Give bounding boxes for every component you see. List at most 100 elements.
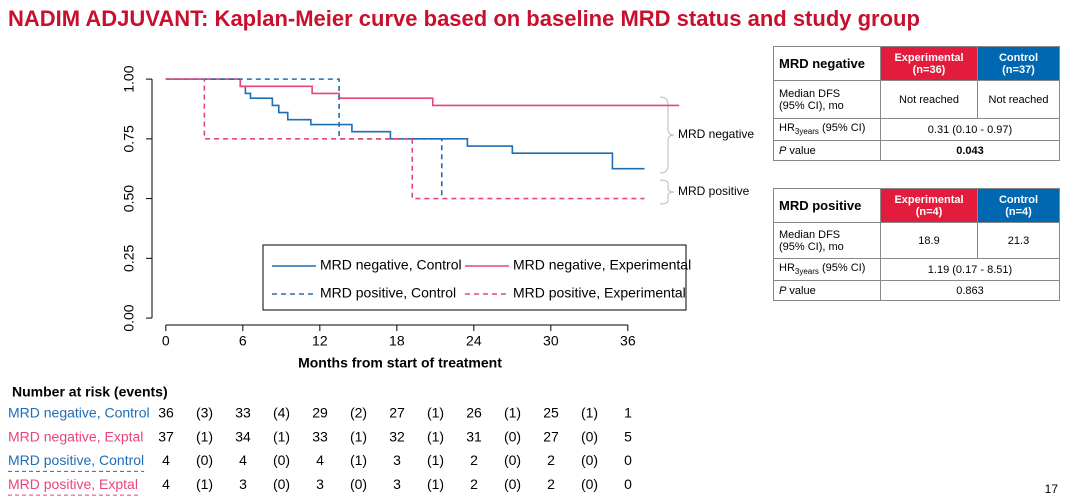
x-tick-label: 30 [543,333,559,349]
page-number: 17 [1045,482,1059,496]
risk-cell: 33 [235,405,251,421]
risk-cell: (0) [196,452,213,468]
risk-title: Number at risk (events) [12,384,168,400]
cell: Not reached [880,80,978,119]
x-tick-label: 12 [312,333,328,349]
label: P value [773,140,881,161]
risk-cell: (0) [581,476,598,492]
risk-cell: 34 [235,428,251,444]
risk-cell: (0) [504,476,521,492]
t: 3years [794,267,819,277]
t: (95% CI), mo [779,240,844,253]
annotation: MRD positive [678,184,750,198]
risk-cell: 3 [393,452,401,468]
risk-cell: (1) [427,476,444,492]
t: HR [779,122,795,135]
risk-cell: 32 [389,428,405,444]
x-tick-label: 6 [239,333,247,349]
risk-cell: 2 [547,476,555,492]
t: (95% CI), mo [779,99,844,112]
risk-cell: (1) [427,405,444,421]
legend-label: MRD negative, Control [320,257,462,273]
risk-cell: 3 [393,476,401,492]
cell: Not reached [977,80,1060,119]
t: Median DFS [779,228,841,241]
header: Experimental (n=36) [880,46,978,81]
x-tick-label: 18 [389,333,405,349]
risk-row-label: MRD negative, Control [8,405,150,421]
risk-row-label: MRD positive, Exptal [8,476,138,492]
legend-label: MRD positive, Control [320,285,456,301]
risk-cell: (1) [350,452,367,468]
legend-label: MRD negative, Experimental [513,257,691,273]
header: Control (n=37) [977,46,1060,81]
t: Median DFS [779,87,841,100]
y-tick-label: 0.25 [121,244,137,271]
risk-cell: (1) [427,428,444,444]
risk-cell: (0) [581,428,598,444]
cell: 0.31 (0.10 - 0.97) [880,118,1060,141]
risk-cell: 29 [312,405,328,421]
y-tick-label: 0.00 [121,304,137,331]
risk-cell: (1) [581,405,598,421]
col: Experimental [894,193,964,206]
risk-cell: (0) [350,476,367,492]
table-title: MRD positive [773,188,881,223]
risk-cell: 27 [543,428,559,444]
bracket [659,96,675,174]
x-tick-label: 0 [162,333,170,349]
cell: 0.863 [880,280,1060,301]
label: HR3years (95% CI) [773,118,881,141]
t: value [786,144,816,157]
n: (n=4) [915,205,943,218]
km-curve [165,78,645,200]
col: Control [998,51,1039,64]
risk-cell: (0) [273,476,290,492]
risk-cell: (1) [504,405,521,421]
y-tick-label: 1.00 [121,65,137,92]
risk-cell: (0) [273,452,290,468]
t: 3years [794,127,819,137]
x-tick-label: 36 [620,333,636,349]
risk-cell: 2 [470,476,478,492]
t: (95% CI) [818,122,866,135]
risk-cell: (4) [273,405,290,421]
risk-cell: (0) [504,452,521,468]
risk-cell: (1) [350,428,367,444]
n: (n=37) [1002,63,1035,76]
risk-cell: 26 [466,405,482,421]
label: P value [773,280,881,301]
risk-cell: (3) [196,405,213,421]
t: value [786,284,816,297]
cell: 18.9 [880,222,978,259]
legend-label: MRD positive, Experimental [513,285,686,301]
label: Median DFS (95% CI), mo [773,80,881,119]
t: P [779,284,787,297]
t: (95% CI) [818,262,866,275]
header: Experimental (n=4) [880,188,978,223]
x-tick-label: 24 [466,333,482,349]
risk-row-label: MRD negative, Exptal [8,428,143,444]
risk-cell: (1) [196,428,213,444]
t: HR [779,262,795,275]
legend-box [262,244,687,311]
risk-cell: 37 [158,428,174,444]
risk-row-label: MRD positive, Control [8,452,144,468]
header: Control (n=4) [977,188,1060,223]
risk-cell: 2 [547,452,555,468]
risk-cell: (0) [504,428,521,444]
risk-cell: 1 [624,405,632,421]
risk-cell: 27 [389,405,405,421]
risk-cell: (1) [273,428,290,444]
risk-cell: (2) [350,405,367,421]
n: (n=36) [912,63,946,76]
table: MRD negative Experimental (n=36) Control(… [773,46,1060,161]
risk-cell: (1) [427,452,444,468]
risk-cell: (1) [196,476,213,492]
risk-cell: 0 [624,452,632,468]
t: P [779,144,787,157]
risk-cell: 36 [158,405,174,421]
risk-cell: 3 [316,476,324,492]
